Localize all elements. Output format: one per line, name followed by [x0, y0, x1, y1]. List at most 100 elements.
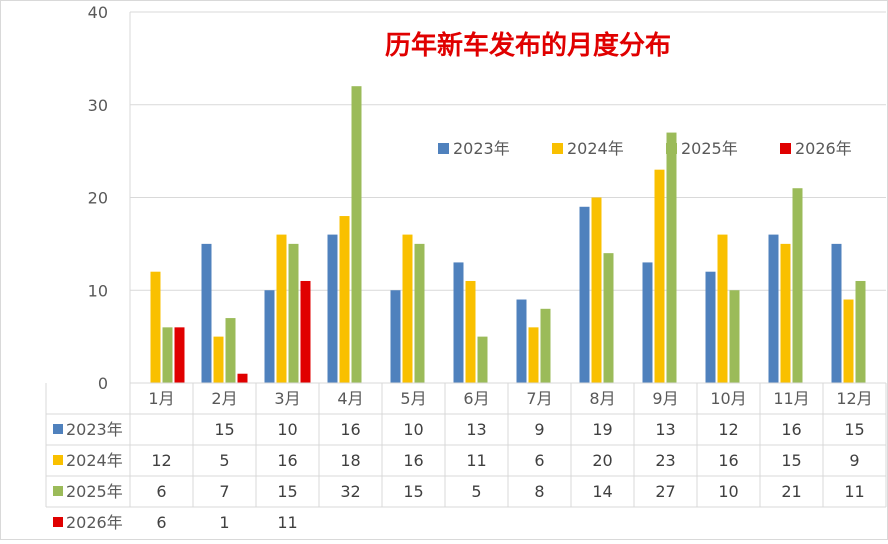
- table-cell-value: 11: [844, 482, 864, 501]
- chart-title: 历年新车发布的月度分布: [385, 30, 671, 61]
- bar: [642, 262, 653, 383]
- bar: [288, 243, 299, 383]
- bar: [666, 132, 677, 383]
- legend-swatch: [552, 143, 563, 154]
- y-tick-label: 30: [88, 96, 108, 115]
- bar: [792, 188, 803, 383]
- table-cell-value: 12: [718, 420, 738, 439]
- table-series-label: 2026年: [66, 513, 123, 532]
- table-cell-value: 6: [534, 451, 544, 470]
- bar: [264, 290, 275, 383]
- table-cell-value: 18: [340, 451, 360, 470]
- x-tick-label: 11月: [773, 389, 809, 408]
- legend-swatch: [438, 143, 449, 154]
- bar: [351, 86, 362, 383]
- legend-label: 2024年: [567, 139, 624, 158]
- x-tick-label: 5月: [400, 389, 426, 408]
- table-series-label: 2024年: [66, 451, 123, 470]
- table-cell-value: 12: [151, 451, 171, 470]
- bar: [717, 234, 728, 383]
- bar: [465, 280, 476, 383]
- table-cell-value: 15: [277, 482, 297, 501]
- table-cell-value: 16: [277, 451, 297, 470]
- bar: [705, 271, 716, 383]
- table-cell-value: 15: [214, 420, 234, 439]
- bar: [174, 327, 185, 383]
- x-tick-label: 3月: [274, 389, 300, 408]
- bar: [654, 169, 665, 383]
- table-cell-value: 32: [340, 482, 360, 501]
- table-cell-value: 23: [655, 451, 675, 470]
- bar: [162, 327, 173, 383]
- table-series-label: 2023年: [66, 420, 123, 439]
- bar: [843, 299, 854, 383]
- bar: [453, 262, 464, 383]
- table-cell-value: 9: [534, 420, 544, 439]
- table-cell-value: 20: [592, 451, 612, 470]
- table-legend-key: [53, 455, 63, 465]
- bar: [201, 243, 212, 383]
- table-legend-key: [53, 517, 63, 527]
- table-cell-value: 16: [403, 451, 423, 470]
- legend-label: 2026年: [795, 139, 852, 158]
- x-tick-label: 12月: [836, 389, 872, 408]
- x-tick-label: 2月: [211, 389, 237, 408]
- bar: [339, 216, 350, 383]
- x-tick-label: 9月: [652, 389, 678, 408]
- bar: [300, 280, 311, 383]
- table-cell-value: 19: [592, 420, 612, 439]
- table-cell-value: 11: [277, 513, 297, 532]
- bar: [603, 253, 614, 383]
- table-cell-value: 8: [534, 482, 544, 501]
- table-cell-value: 11: [466, 451, 486, 470]
- table-cell-value: 16: [340, 420, 360, 439]
- bar: [327, 234, 338, 383]
- bar: [579, 206, 590, 383]
- table-cell-value: 10: [403, 420, 423, 439]
- x-tick-label: 10月: [710, 389, 746, 408]
- x-tick-label: 4月: [337, 389, 363, 408]
- bar: [414, 243, 425, 383]
- table-cell-value: 15: [844, 420, 864, 439]
- table-cell-value: 15: [781, 451, 801, 470]
- table-cell-value: 15: [403, 482, 423, 501]
- bar: [237, 373, 248, 383]
- table-cell-value: 6: [156, 482, 166, 501]
- bar: [729, 290, 740, 383]
- legend-label: 2025年: [681, 139, 738, 158]
- bar: [402, 234, 413, 383]
- bar: [477, 336, 488, 383]
- table-cell-value: 5: [471, 482, 481, 501]
- x-tick-label: 7月: [526, 389, 552, 408]
- bar: [540, 308, 551, 383]
- bar: [276, 234, 287, 383]
- table-legend-key: [53, 486, 63, 496]
- x-tick-label: 6月: [463, 389, 489, 408]
- bar: [516, 299, 527, 383]
- table-cell-value: 9: [849, 451, 859, 470]
- y-tick-label: 40: [88, 3, 108, 22]
- bar: [225, 318, 236, 383]
- table-cell-value: 27: [655, 482, 675, 501]
- table-cell-value: 14: [592, 482, 612, 501]
- table-cell-value: 7: [219, 482, 229, 501]
- y-tick-label: 10: [88, 281, 108, 300]
- legend-label: 2023年: [453, 139, 510, 158]
- table-legend-key: [53, 424, 63, 434]
- legend-swatch: [780, 143, 791, 154]
- table-cell-value: 21: [781, 482, 801, 501]
- bar: [780, 243, 791, 383]
- x-tick-label: 1月: [148, 389, 174, 408]
- bar: [213, 336, 224, 383]
- table-cell-value: 10: [718, 482, 738, 501]
- table-cell-value: 10: [277, 420, 297, 439]
- bar: [390, 290, 401, 383]
- table-cell-value: 6: [156, 513, 166, 532]
- table-cell-value: 13: [655, 420, 675, 439]
- bar: [831, 243, 842, 383]
- y-tick-label: 20: [88, 189, 108, 208]
- table-cell-value: 16: [781, 420, 801, 439]
